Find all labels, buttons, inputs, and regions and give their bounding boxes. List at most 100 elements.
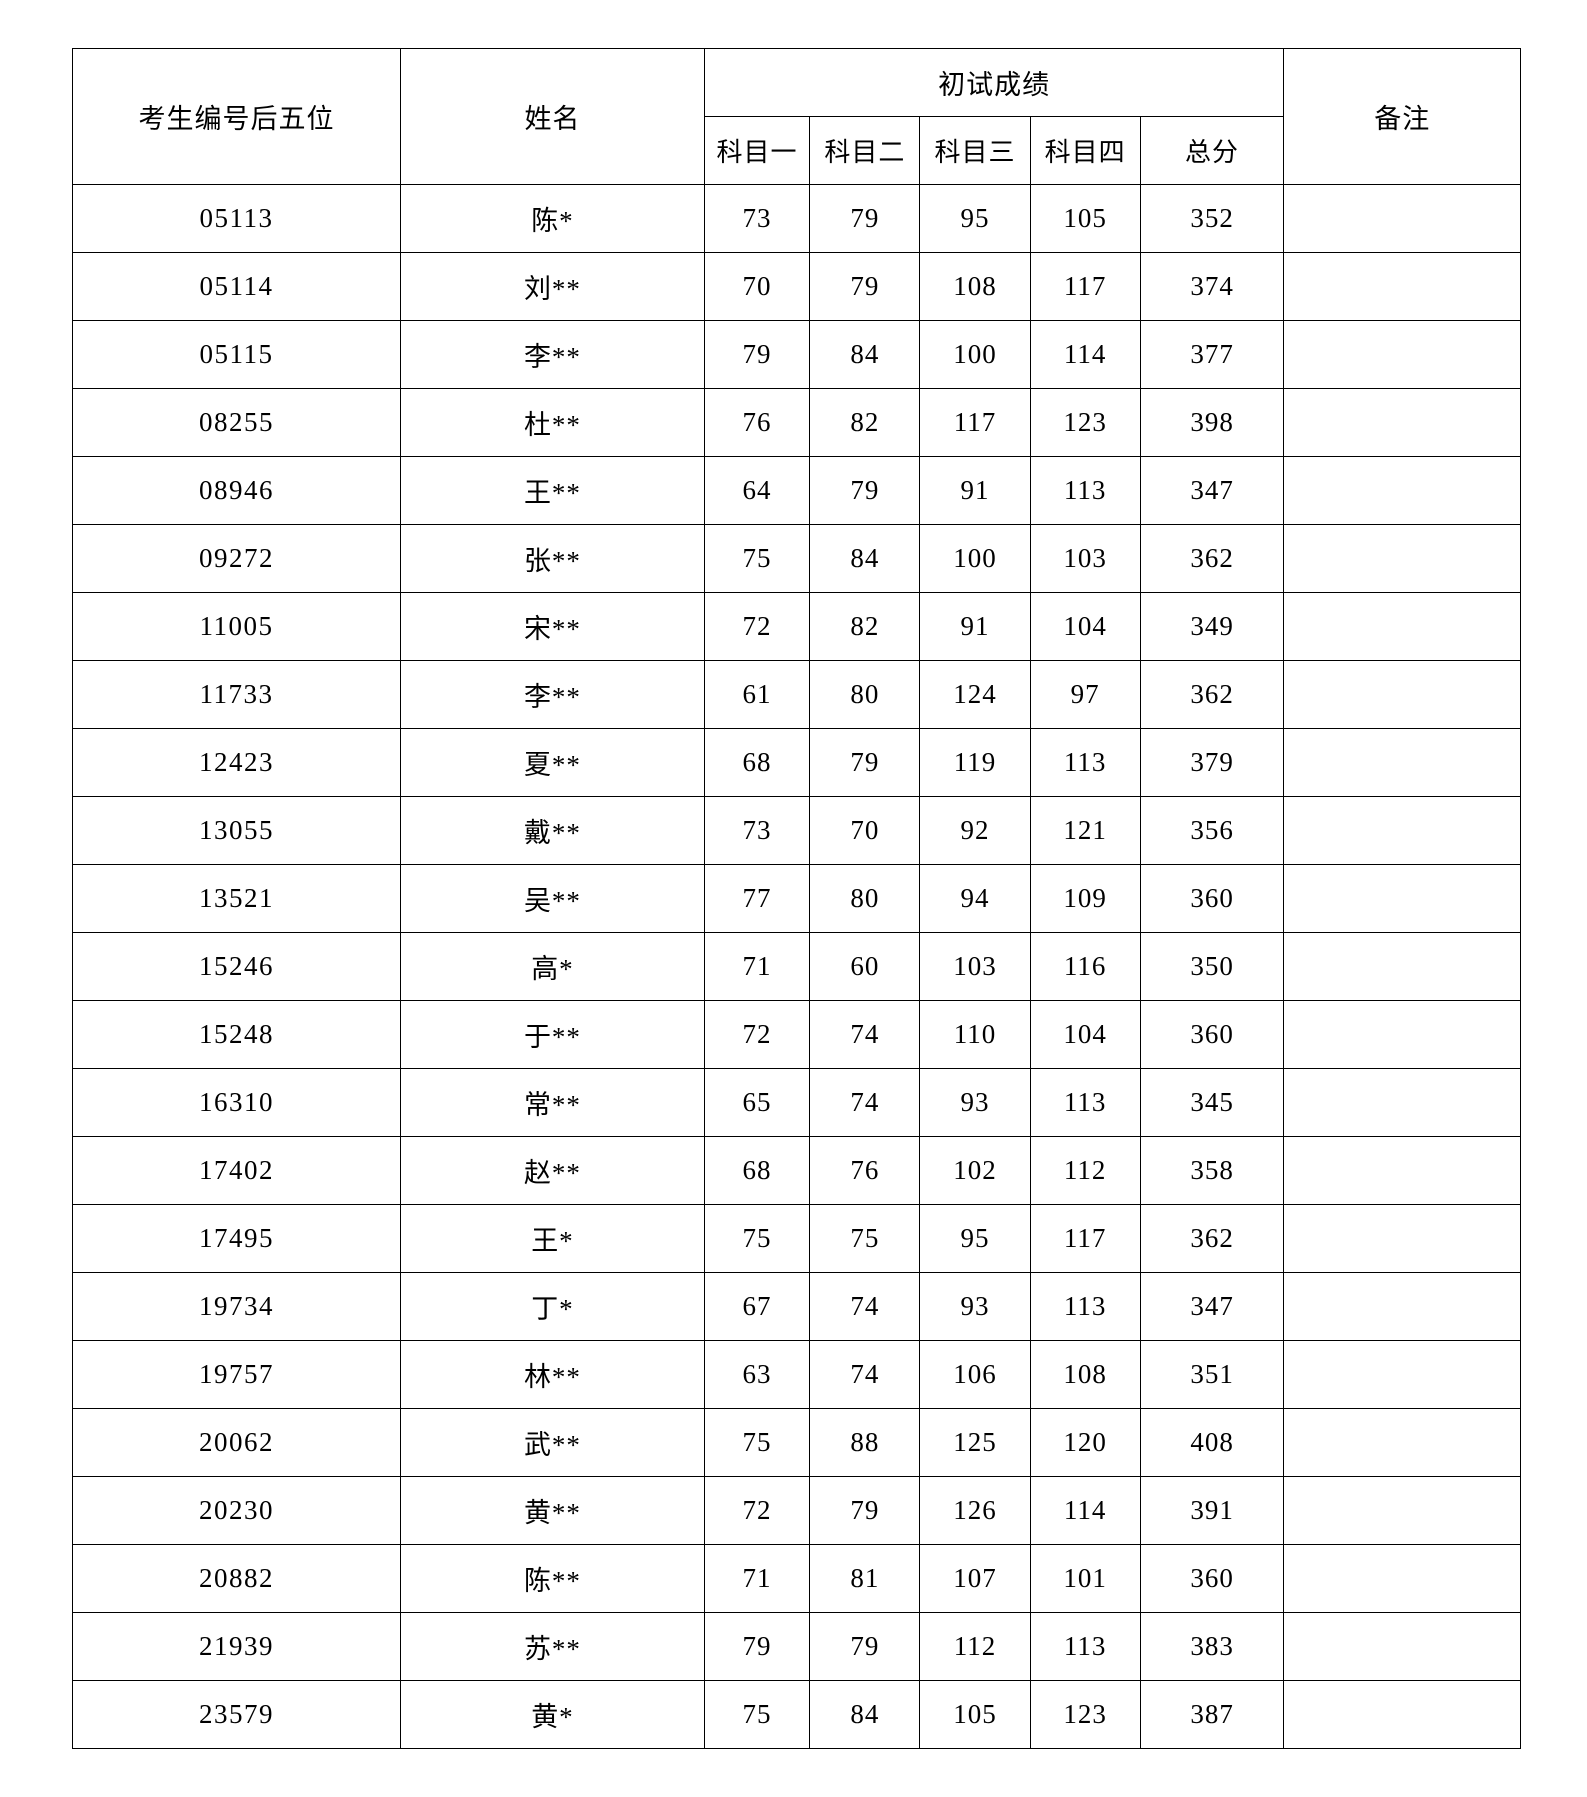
cell-subject-1: 68	[703, 728, 811, 797]
cell-subject-3: 93	[919, 1272, 1031, 1341]
table-row: 12423 夏** 68 79 119 113 379	[71, 728, 1521, 797]
cell-subject-4: 114	[1029, 320, 1141, 389]
cell-candidate-number: 13055	[71, 796, 402, 865]
cell-subject-2: 81	[809, 1544, 921, 1613]
cell-subject-4: 123	[1029, 388, 1141, 457]
cell-subject-1: 79	[703, 320, 811, 389]
cell-remark	[1283, 1204, 1521, 1273]
cell-subject-2: 74	[809, 1068, 921, 1137]
cell-subject-3: 108	[919, 252, 1031, 321]
cell-remark	[1283, 932, 1521, 1001]
cell-candidate-number: 15248	[71, 1000, 402, 1069]
table-row: 20062 武** 75 88 125 120 408	[71, 1408, 1521, 1477]
cell-candidate-number: 13521	[71, 864, 402, 933]
cell-subject-1: 65	[703, 1068, 811, 1137]
cell-subject-2: 88	[809, 1408, 921, 1477]
column-header-group-preliminary-score: 初试成绩	[703, 48, 1285, 117]
cell-subject-2: 76	[809, 1136, 921, 1205]
table-row: 15246 高* 71 60 103 116 350	[71, 932, 1521, 1001]
cell-name: 夏**	[400, 728, 705, 797]
cell-subject-1: 72	[703, 1476, 811, 1545]
cell-subject-1: 61	[703, 660, 811, 729]
cell-total: 362	[1139, 524, 1285, 593]
cell-remark	[1283, 320, 1521, 389]
cell-subject-3: 124	[919, 660, 1031, 729]
cell-subject-3: 126	[919, 1476, 1031, 1545]
cell-candidate-number: 08255	[71, 388, 402, 457]
header-row-top: 考生编号后五位 姓名 初试成绩 备注	[71, 48, 1521, 185]
cell-total: 362	[1139, 660, 1285, 729]
cell-remark	[1283, 1408, 1521, 1477]
cell-remark	[1283, 728, 1521, 797]
table-row: 13521 吴** 77 80 94 109 360	[71, 864, 1521, 933]
cell-subject-2: 84	[809, 1680, 921, 1749]
column-header-total: 总分	[1139, 116, 1285, 185]
cell-name: 丁*	[400, 1272, 705, 1341]
cell-total: 360	[1139, 864, 1285, 933]
cell-subject-1: 75	[703, 524, 811, 593]
cell-name: 张**	[400, 524, 705, 593]
cell-candidate-number: 23579	[71, 1680, 402, 1749]
table-row: 11005 宋** 72 82 91 104 349	[71, 592, 1521, 661]
cell-candidate-number: 08946	[71, 456, 402, 525]
cell-total: 347	[1139, 456, 1285, 525]
cell-remark	[1283, 1476, 1521, 1545]
cell-subject-2: 75	[809, 1204, 921, 1273]
table-row: 11733 李** 61 80 124 97 362	[71, 660, 1521, 729]
cell-subject-1: 68	[703, 1136, 811, 1205]
cell-remark	[1283, 660, 1521, 729]
cell-subject-2: 82	[809, 592, 921, 661]
cell-candidate-number: 17495	[71, 1204, 402, 1273]
cell-subject-3: 100	[919, 320, 1031, 389]
cell-total: 377	[1139, 320, 1285, 389]
cell-total: 347	[1139, 1272, 1285, 1341]
cell-total: 360	[1139, 1544, 1285, 1613]
cell-candidate-number: 05113	[71, 184, 402, 253]
cell-candidate-number: 19734	[71, 1272, 402, 1341]
column-header-remark: 备注	[1283, 48, 1521, 185]
cell-subject-4: 117	[1029, 252, 1141, 321]
cell-name: 杜**	[400, 388, 705, 457]
cell-candidate-number: 17402	[71, 1136, 402, 1205]
cell-candidate-number: 19757	[71, 1340, 402, 1409]
cell-subject-3: 117	[919, 388, 1031, 457]
table-row: 05114 刘** 70 79 108 117 374	[71, 252, 1521, 321]
cell-name: 宋**	[400, 592, 705, 661]
cell-name: 于**	[400, 1000, 705, 1069]
cell-subject-4: 101	[1029, 1544, 1141, 1613]
cell-subject-4: 108	[1029, 1340, 1141, 1409]
cell-subject-4: 114	[1029, 1476, 1141, 1545]
cell-subject-3: 103	[919, 932, 1031, 1001]
table-row: 13055 戴** 73 70 92 121 356	[71, 796, 1521, 865]
cell-total: 391	[1139, 1476, 1285, 1545]
cell-subject-3: 91	[919, 592, 1031, 661]
cell-candidate-number: 11733	[71, 660, 402, 729]
cell-total: 358	[1139, 1136, 1285, 1205]
cell-subject-3: 119	[919, 728, 1031, 797]
cell-name: 黄*	[400, 1680, 705, 1749]
cell-remark	[1283, 524, 1521, 593]
cell-subject-1: 76	[703, 388, 811, 457]
cell-subject-3: 94	[919, 864, 1031, 933]
cell-subject-3: 110	[919, 1000, 1031, 1069]
cell-remark	[1283, 1612, 1521, 1681]
cell-subject-2: 84	[809, 320, 921, 389]
table-body: 05113 陈* 73 79 95 105 352 05114 刘** 70 79 108 117 374…	[71, 184, 1521, 1749]
cell-subject-4: 104	[1029, 592, 1141, 661]
cell-candidate-number: 20230	[71, 1476, 402, 1545]
cell-total: 360	[1139, 1000, 1285, 1069]
table-row: 17495 王* 75 75 95 117 362	[71, 1204, 1521, 1273]
cell-subject-3: 125	[919, 1408, 1031, 1477]
cell-subject-2: 70	[809, 796, 921, 865]
cell-subject-4: 112	[1029, 1136, 1141, 1205]
cell-total: 383	[1139, 1612, 1285, 1681]
cell-name: 赵**	[400, 1136, 705, 1205]
cell-total: 351	[1139, 1340, 1285, 1409]
cell-subject-2: 79	[809, 456, 921, 525]
cell-remark	[1283, 1136, 1521, 1205]
cell-total: 379	[1139, 728, 1285, 797]
cell-name: 戴**	[400, 796, 705, 865]
cell-subject-4: 105	[1029, 184, 1141, 253]
column-header-name: 姓名	[400, 48, 705, 185]
